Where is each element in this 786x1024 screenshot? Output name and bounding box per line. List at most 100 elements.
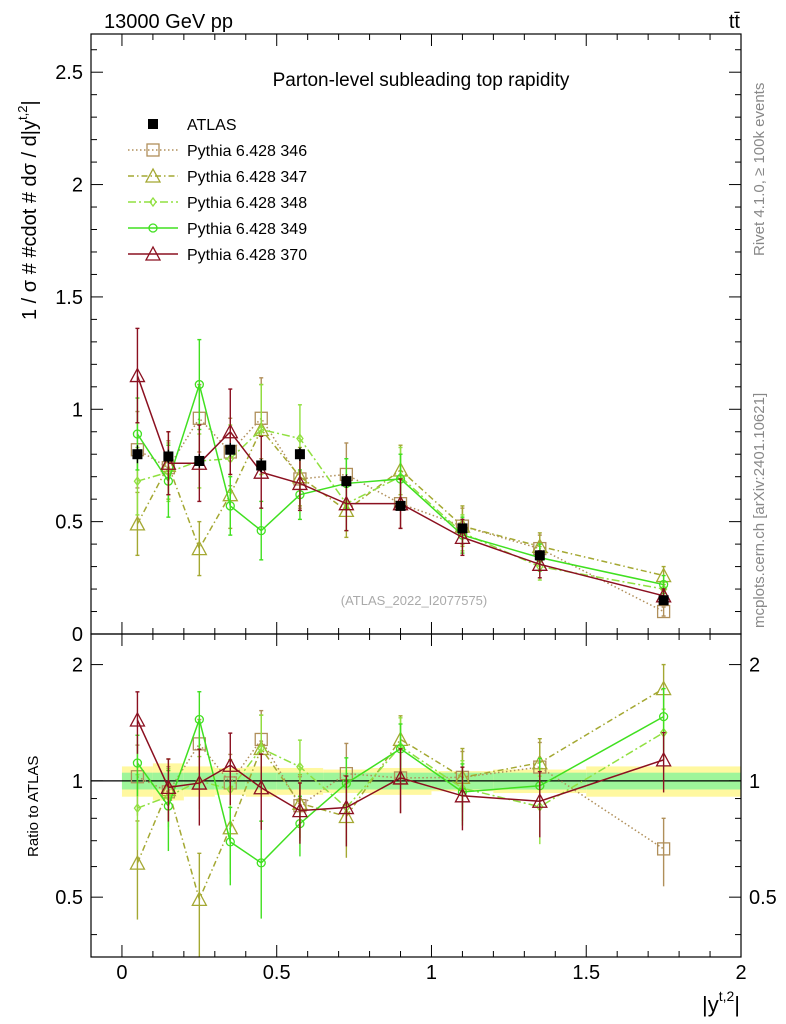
legend-label: Pythia 6.428 346 <box>187 143 307 160</box>
ratio-point <box>222 756 239 772</box>
ratio-y-tick-label: 1 <box>72 771 83 793</box>
ratio-point <box>531 792 548 808</box>
rivet-label: Rivet 4.1.0, ≥ 100k events <box>751 83 768 256</box>
y-tick-label: 2.5 <box>55 62 83 84</box>
ratio-point <box>256 858 266 868</box>
x-tick-label: 0.5 <box>263 962 291 984</box>
mcplots-label: mcplots.cern.ch [arXiv:2401.10621] <box>751 393 768 628</box>
header-left: 13000 GeV pp <box>104 11 233 33</box>
ratio-point <box>296 761 304 772</box>
series-point <box>338 495 355 511</box>
legend-entry-1: Pythia 6.428 346 <box>128 143 307 160</box>
legend-entry-5: Pythia 6.428 370 <box>128 245 307 264</box>
legend-label: Pythia 6.428 349 <box>187 221 307 238</box>
series-point <box>132 429 143 439</box>
atlas-point <box>163 451 174 462</box>
series-point <box>253 463 270 479</box>
ratio-y-tick-label: 0.5 <box>55 887 83 909</box>
legend-marker <box>148 223 158 233</box>
atlas-point <box>132 449 143 460</box>
mc-series <box>129 327 672 957</box>
series-point <box>191 540 208 556</box>
atlas-point <box>256 460 267 471</box>
atlas-point <box>658 595 669 606</box>
legend-entry-3: Pythia 6.428 348 <box>128 195 307 212</box>
watermark: (ATLAS_2022_I2077575) <box>341 593 487 608</box>
y-tick-label: 1.5 <box>55 287 83 309</box>
ratio-point <box>291 802 309 818</box>
series-point <box>222 423 239 439</box>
atlas-point <box>457 523 468 534</box>
series-point <box>256 525 266 536</box>
legend-marker <box>149 196 157 208</box>
atlas-point <box>194 455 205 466</box>
header-right: tt̄ <box>729 11 741 33</box>
legend-marker <box>144 245 162 261</box>
ratio-frame <box>90 633 742 958</box>
series-point <box>656 604 671 619</box>
ratio-point <box>392 769 409 785</box>
ratio-y-tick-label-right: 1 <box>749 771 760 793</box>
x-axis-title: |yt,2| <box>702 988 740 1017</box>
ratio-point <box>129 854 146 870</box>
atlas-point <box>225 444 236 455</box>
ratio-point <box>133 803 142 814</box>
x-tick-label: 1.5 <box>572 962 600 984</box>
series-point <box>129 515 146 531</box>
series-point <box>129 367 146 383</box>
series-point <box>454 528 471 545</box>
legend-entry-atlas: ATLAS <box>148 117 237 134</box>
atlas-point <box>341 476 352 487</box>
atlas-data <box>132 442 669 606</box>
ratio-point <box>160 778 177 795</box>
ratio-point <box>225 837 235 847</box>
series-point <box>225 501 235 511</box>
series-point <box>531 555 548 571</box>
series-line-ratio <box>137 738 665 850</box>
axes: 0 0.5 1 1.5 2 2.5 0.5 0.5 1 1 2 2 0 0.5 1 1.5 2 <box>55 33 777 984</box>
ratio-y-tick-label-right: 2 <box>749 655 760 677</box>
ratio-y-tick-label: 2 <box>72 655 83 677</box>
legend-atlas-marker <box>148 119 158 129</box>
legend-label: Pythia 6.428 348 <box>187 195 307 212</box>
ratio-point <box>194 714 204 725</box>
y-axis-title: 1 / σ # #cdot # dσ / d|yt,2| <box>15 100 41 320</box>
series-point <box>291 475 309 491</box>
ratio-point <box>132 758 143 768</box>
ratio-point <box>191 774 208 790</box>
ratio-point <box>655 751 672 767</box>
ratio-point <box>338 799 355 815</box>
ratio-point <box>454 787 471 803</box>
y-tick-label: 1 <box>72 399 83 421</box>
atlas-point <box>294 449 305 460</box>
chart-title: Parton-level subleading top rapidity <box>273 70 570 91</box>
ratio-point <box>129 711 146 727</box>
x-tick-label: 2 <box>735 962 746 984</box>
legend-label: Pythia 6.428 347 <box>187 169 307 186</box>
y-tick-label: 0 <box>72 624 83 646</box>
atlas-point <box>534 550 545 561</box>
ratio-point <box>191 890 208 907</box>
ratio-point <box>257 743 266 754</box>
ratio-y-axis-title: Ratio to ATLAS <box>25 756 42 857</box>
x-tick-label: 0 <box>116 962 127 984</box>
x-tick-label: 1 <box>426 962 437 984</box>
series-point <box>296 433 304 444</box>
legend-entry-2: Pythia 6.428 347 <box>128 167 307 186</box>
y-tick-label: 2 <box>72 175 83 197</box>
legend-label: Pythia 6.428 370 <box>187 247 307 264</box>
series-point <box>194 379 204 390</box>
series-point <box>257 424 266 435</box>
legend-marker <box>146 143 160 157</box>
legend: ATLAS Pythia 6.428 346 Pythia 6.428 347 Pyt… <box>128 117 307 264</box>
series-line-main <box>136 428 664 577</box>
series-point <box>160 454 177 470</box>
ratio-y-tick-label-right: 0.5 <box>749 887 777 909</box>
ratio-point <box>253 779 270 795</box>
ratio-point <box>656 842 671 856</box>
series-point <box>133 476 142 487</box>
legend-marker <box>144 167 162 183</box>
atlas-point <box>395 500 406 511</box>
y-tick-label: 0.5 <box>55 512 83 534</box>
